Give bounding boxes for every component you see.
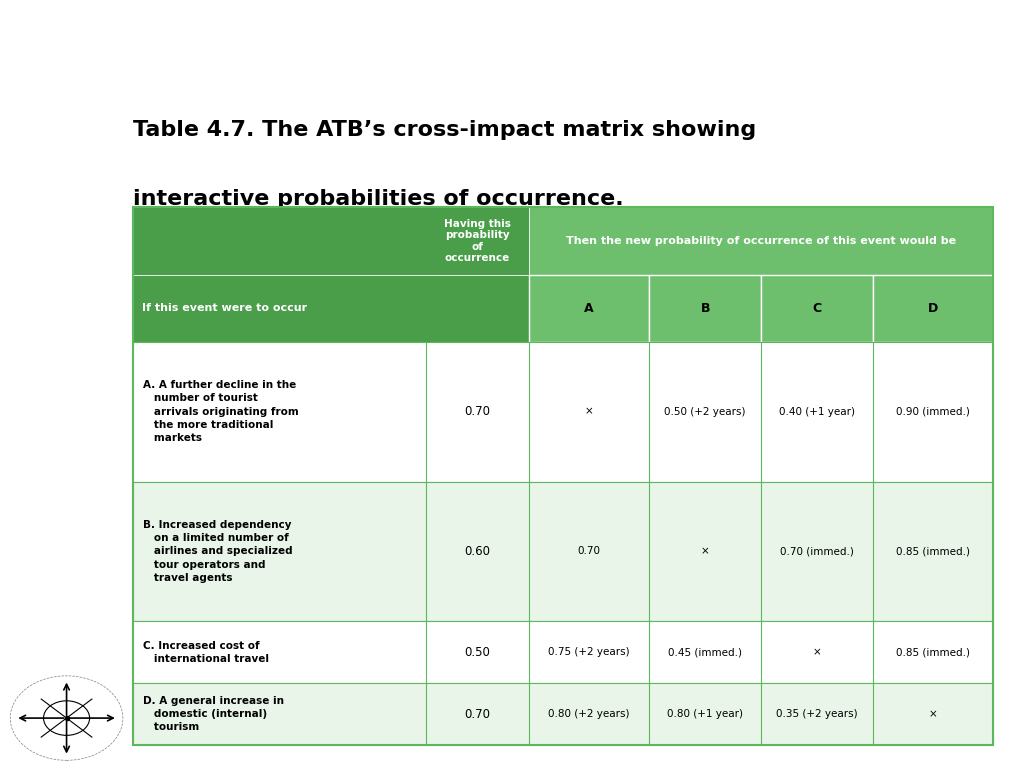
Bar: [133, 482, 993, 621]
Text: 0.80 (+1 year): 0.80 (+1 year): [667, 709, 743, 719]
Bar: [133, 274, 528, 342]
Text: 0.70: 0.70: [578, 546, 600, 557]
Text: A: A: [585, 302, 594, 315]
Text: Table 4.7. The ATB’s cross-impact matrix showing: Table 4.7. The ATB’s cross-impact matrix…: [133, 120, 757, 140]
Text: 0.70: 0.70: [464, 406, 490, 418]
Text: 0.60: 0.60: [464, 545, 490, 558]
Bar: [133, 621, 993, 684]
Text: D: D: [928, 302, 938, 315]
Text: ×: ×: [585, 406, 593, 417]
Text: C. Increased cost of
   international travel: C. Increased cost of international trave…: [143, 641, 269, 664]
Text: ×: ×: [813, 647, 821, 657]
Text: 0.50 (+2 years): 0.50 (+2 years): [665, 406, 745, 417]
Text: ×: ×: [929, 709, 937, 719]
Text: 0.80 (+2 years): 0.80 (+2 years): [548, 709, 630, 719]
Text: 0.50: 0.50: [464, 646, 490, 659]
Text: ×: ×: [700, 546, 710, 557]
Bar: [528, 274, 649, 342]
Text: 0.70 (immed.): 0.70 (immed.): [780, 546, 854, 557]
Bar: [133, 684, 993, 745]
Text: 0.35 (+2 years): 0.35 (+2 years): [776, 709, 858, 719]
Text: B. Increased dependency
   on a limited number of
   airlines and specialized
  : B. Increased dependency on a limited num…: [143, 520, 293, 583]
Text: 0.45 (immed.): 0.45 (immed.): [668, 647, 742, 657]
Bar: [528, 207, 993, 274]
Bar: [649, 274, 761, 342]
Text: 0.70: 0.70: [464, 707, 490, 720]
Bar: [872, 274, 993, 342]
Text: C: C: [812, 302, 821, 315]
Text: 0.75 (+2 years): 0.75 (+2 years): [548, 647, 630, 657]
Text: D. A general increase in
   domestic (internal)
   tourism: D. A general increase in domestic (inter…: [143, 696, 285, 732]
Text: C A B I   T O U R I S M   T E X T S: C A B I T O U R I S M T E X T S: [356, 48, 668, 67]
Text: B: B: [700, 302, 710, 315]
Bar: [133, 342, 993, 482]
Text: interactive probabilities of occurrence.: interactive probabilities of occurrence.: [133, 189, 624, 209]
Text: A. A further decline in the
   number of tourist
   arrivals originating from
  : A. A further decline in the number of to…: [143, 380, 299, 443]
Text: 0.85 (immed.): 0.85 (immed.): [896, 546, 970, 557]
Text: 0.90 (immed.): 0.90 (immed.): [896, 406, 970, 417]
Bar: [133, 207, 528, 274]
Text: Then the new probability of occurrence of this event would be: Then the new probability of occurrence o…: [566, 236, 956, 246]
Text: 0.85 (immed.): 0.85 (immed.): [896, 647, 970, 657]
Text: Having this
probability
of
occurrence: Having this probability of occurrence: [443, 219, 511, 263]
Text: If this event were to occur: If this event were to occur: [141, 303, 307, 313]
Text: 0.40 (+1 year): 0.40 (+1 year): [779, 406, 855, 417]
Bar: [761, 274, 872, 342]
